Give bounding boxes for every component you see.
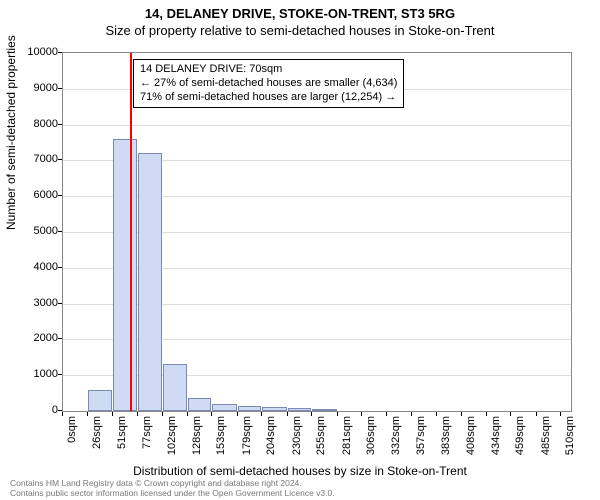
x-tick-mark	[436, 412, 437, 416]
y-tick-mark	[58, 338, 62, 339]
x-tick-label: 281sqm	[341, 416, 353, 460]
x-tick-label: 128sqm	[191, 416, 203, 460]
histogram-bar	[212, 404, 236, 411]
annotation-box: 14 DELANEY DRIVE: 70sqm ← 27% of semi-de…	[133, 59, 404, 108]
y-tick-label: 9000	[18, 82, 58, 94]
histogram-bar	[188, 398, 211, 411]
plot-area: 14 DELANEY DRIVE: 70sqm ← 27% of semi-de…	[62, 52, 572, 412]
y-tick-mark	[58, 231, 62, 232]
x-tick-label: 179sqm	[241, 416, 253, 460]
gridline	[63, 125, 571, 126]
x-tick-mark	[461, 412, 462, 416]
x-tick-mark	[536, 412, 537, 416]
x-tick-label: 255sqm	[315, 416, 327, 460]
x-tick-mark	[361, 412, 362, 416]
x-tick-label: 0sqm	[66, 416, 78, 460]
credit-line2: Contains public sector information licen…	[10, 488, 335, 498]
credit-line1: Contains HM Land Registry data © Crown c…	[10, 478, 335, 488]
x-tick-label: 153sqm	[215, 416, 227, 460]
x-tick-label: 332sqm	[390, 416, 402, 460]
histogram-bar	[113, 139, 137, 411]
y-tick-label: 6000	[18, 189, 58, 201]
x-axis-label: Distribution of semi-detached houses by …	[0, 464, 600, 478]
histogram-bar	[288, 408, 311, 411]
x-tick-mark	[62, 412, 63, 416]
x-tick-label: 357sqm	[415, 416, 427, 460]
y-tick-label: 5000	[18, 225, 58, 237]
x-tick-label: 434sqm	[490, 416, 502, 460]
x-tick-label: 204sqm	[265, 416, 277, 460]
title-subtitle: Size of property relative to semi-detach…	[0, 21, 600, 38]
histogram-bar	[262, 407, 286, 411]
annotation-line3: 71% of semi-detached houses are larger (…	[140, 91, 397, 105]
y-tick-label: 10000	[18, 46, 58, 58]
y-tick-mark	[58, 52, 62, 53]
x-tick-label: 230sqm	[291, 416, 303, 460]
x-tick-mark	[112, 412, 113, 416]
histogram-bar	[88, 390, 111, 411]
y-axis-label: Number of semi-detached properties	[4, 35, 18, 230]
credit-text: Contains HM Land Registry data © Crown c…	[10, 478, 335, 498]
x-tick-label: 51sqm	[116, 416, 128, 460]
y-tick-label: 4000	[18, 261, 58, 273]
y-tick-mark	[58, 88, 62, 89]
y-tick-label: 0	[18, 404, 58, 416]
y-tick-mark	[58, 195, 62, 196]
y-tick-label: 1000	[18, 368, 58, 380]
x-tick-mark	[287, 412, 288, 416]
title-address: 14, DELANEY DRIVE, STOKE-ON-TRENT, ST3 5…	[0, 0, 600, 21]
y-tick-mark	[58, 303, 62, 304]
x-tick-label: 306sqm	[365, 416, 377, 460]
x-tick-mark	[211, 412, 212, 416]
x-tick-mark	[237, 412, 238, 416]
x-tick-label: 77sqm	[141, 416, 153, 460]
x-tick-label: 510sqm	[564, 416, 576, 460]
x-tick-mark	[486, 412, 487, 416]
histogram-bar	[238, 406, 261, 411]
annotation-line2: ← 27% of semi-detached houses are smalle…	[140, 77, 397, 91]
y-tick-mark	[58, 159, 62, 160]
x-tick-mark	[162, 412, 163, 416]
x-tick-mark	[87, 412, 88, 416]
x-tick-mark	[560, 412, 561, 416]
x-tick-label: 26sqm	[91, 416, 103, 460]
y-tick-mark	[58, 267, 62, 268]
histogram-bar	[138, 153, 161, 411]
x-tick-mark	[386, 412, 387, 416]
x-tick-label: 383sqm	[440, 416, 452, 460]
x-tick-label: 485sqm	[540, 416, 552, 460]
y-tick-label: 2000	[18, 332, 58, 344]
y-tick-label: 3000	[18, 297, 58, 309]
y-tick-mark	[58, 410, 62, 411]
x-tick-label: 408sqm	[465, 416, 477, 460]
x-tick-mark	[187, 412, 188, 416]
chart-container: 14, DELANEY DRIVE, STOKE-ON-TRENT, ST3 5…	[0, 0, 600, 500]
x-tick-mark	[411, 412, 412, 416]
x-tick-mark	[311, 412, 312, 416]
x-tick-mark	[261, 412, 262, 416]
x-tick-mark	[510, 412, 511, 416]
y-tick-label: 7000	[18, 153, 58, 165]
y-tick-label: 8000	[18, 118, 58, 130]
histogram-bar	[312, 409, 336, 411]
y-tick-mark	[58, 124, 62, 125]
x-tick-label: 459sqm	[514, 416, 526, 460]
annotation-line1: 14 DELANEY DRIVE: 70sqm	[140, 63, 397, 77]
x-tick-mark	[337, 412, 338, 416]
x-tick-label: 102sqm	[166, 416, 178, 460]
y-tick-mark	[58, 374, 62, 375]
histogram-bar	[163, 364, 187, 411]
x-tick-mark	[137, 412, 138, 416]
